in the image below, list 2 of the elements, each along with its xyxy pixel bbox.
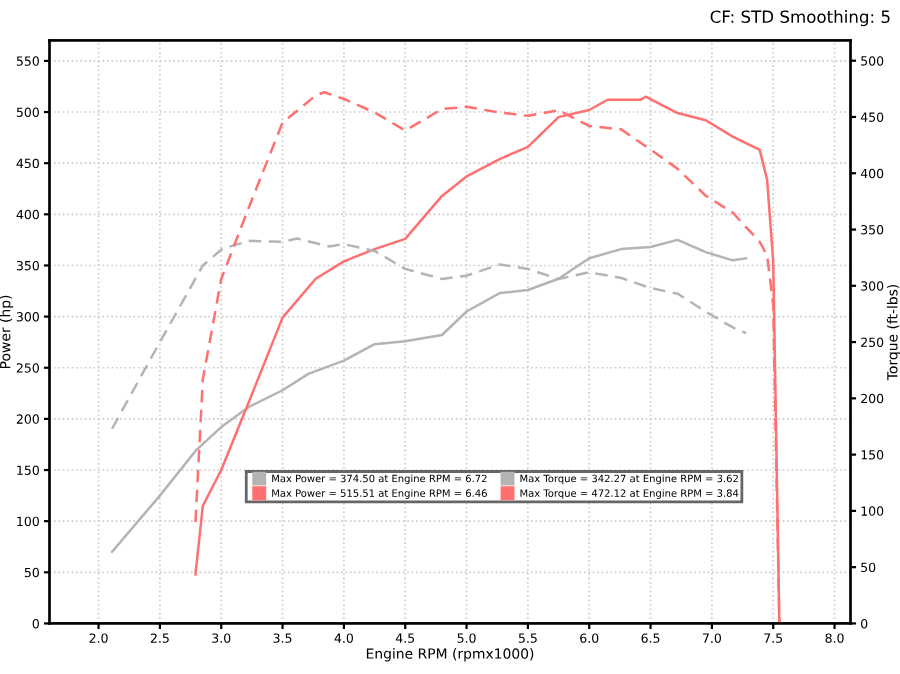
line-series xyxy=(110,238,748,554)
text: CF: STD Smoothing: 5 xyxy=(710,10,890,27)
